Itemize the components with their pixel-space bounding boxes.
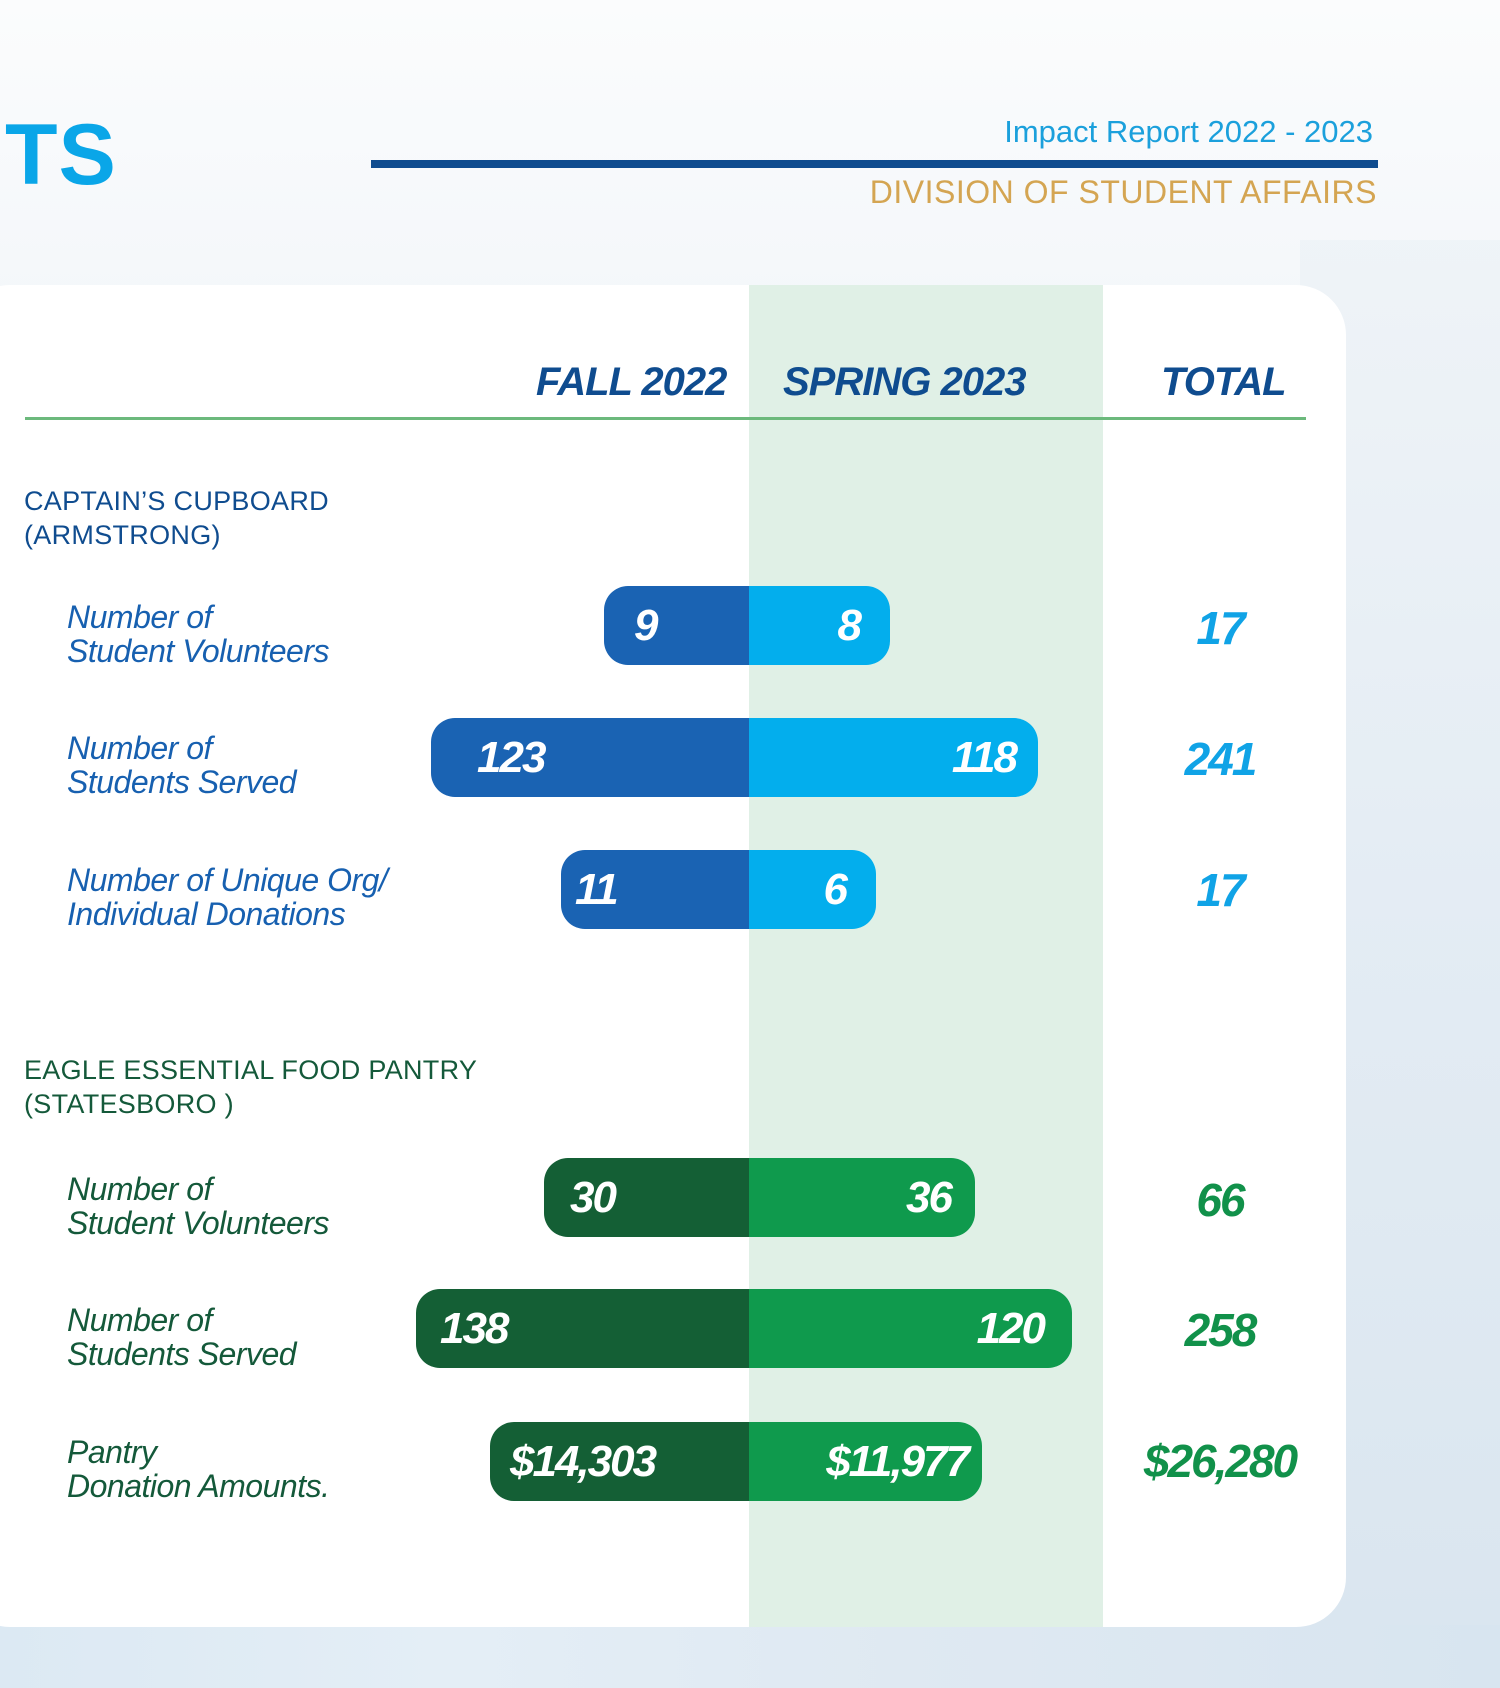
bar-fall: 9 [604, 586, 749, 665]
bar-value: $11,977 [826, 1436, 970, 1486]
spring-column-highlight [749, 285, 1103, 1627]
total-value: 66 [1196, 1174, 1245, 1226]
header-rule [25, 417, 1306, 420]
bar-spring: 8 [749, 586, 890, 665]
page-title-fragment: TS [5, 107, 117, 203]
section-title-line2: (STATESBORO ) [24, 1089, 234, 1119]
bar-value: 36 [906, 1172, 953, 1222]
bar-value: 8 [837, 600, 863, 650]
bar-fall: 123 [431, 718, 749, 797]
row-label: Number of Student Volunteers [67, 1171, 330, 1241]
row-label: Number of Students Served [67, 1302, 297, 1372]
bar-value: $14,303 [510, 1436, 657, 1486]
row-label-line1: Pantry [67, 1434, 157, 1470]
section-title-captains-cupboard: CAPTAIN’S CUPBOARD (ARMSTRONG) [24, 484, 329, 552]
section-title-eagle-essential: EAGLE ESSENTIAL FOOD PANTRY (STATESBORO … [24, 1053, 477, 1121]
total-value: 17 [1196, 864, 1245, 916]
header-divider [371, 160, 1378, 168]
column-header-total: TOTAL [1161, 360, 1287, 404]
section-title-line1: EAGLE ESSENTIAL FOOD PANTRY [24, 1055, 478, 1085]
row-label-line1: Number of Unique Org/ [67, 862, 388, 898]
bar-spring: 120 [749, 1289, 1072, 1368]
bar-spring: 36 [749, 1158, 975, 1237]
report-title: Impact Report 2022 - 2023 [1004, 114, 1373, 149]
column-header-spring: SPRING 2023 [783, 360, 1026, 404]
total-value: $26,280 [1143, 1435, 1298, 1487]
stats-card [0, 285, 1346, 1627]
bar-spring: 6 [749, 850, 876, 929]
bar-fall: 138 [416, 1289, 749, 1368]
row-label-line1: Number of [67, 1302, 212, 1338]
row-label: Number of Student Volunteers [67, 599, 330, 669]
row-label-line2: Individual Donations [67, 896, 346, 932]
bar-fall: 11 [561, 850, 749, 929]
bar-value: 30 [570, 1172, 617, 1222]
row-label: Number of Students Served [67, 730, 297, 800]
bar-value: 138 [440, 1303, 509, 1353]
total-value: 241 [1184, 733, 1258, 785]
bar-spring: 118 [749, 718, 1038, 797]
row-label-line2: Student Volunteers [67, 1205, 330, 1241]
bar-value: 118 [951, 732, 1018, 782]
division-name: DIVISION OF STUDENT AFFAIRS [869, 174, 1377, 210]
bar-fall: 30 [544, 1158, 749, 1237]
section-title-line1: CAPTAIN’S CUPBOARD [24, 486, 329, 516]
row-label: Number of Unique Org/ Individual Donatio… [67, 862, 388, 932]
bar-value: 123 [477, 732, 546, 782]
row-label-line2: Students Served [67, 764, 297, 800]
row-label-line1: Number of [67, 730, 212, 766]
section-title-line2: (ARMSTRONG) [24, 520, 221, 550]
column-header-fall: FALL 2022 [536, 360, 727, 404]
total-value: 17 [1196, 602, 1245, 654]
row-label-line2: Donation Amounts. [67, 1468, 330, 1504]
bar-spring: $11,977 [749, 1422, 982, 1501]
background-photo-bottom [0, 1625, 1500, 1688]
row-label-line2: Student Volunteers [67, 633, 330, 669]
bar-value: 11 [575, 864, 619, 914]
row-label: Pantry Donation Amounts. [67, 1434, 330, 1504]
row-label-line2: Students Served [67, 1336, 297, 1372]
bar-value: 6 [823, 864, 849, 914]
row-label-line1: Number of [67, 599, 212, 635]
bar-fall: $14,303 [490, 1422, 749, 1501]
bar-value: 9 [634, 600, 659, 650]
row-label-line1: Number of [67, 1171, 212, 1207]
bar-value: 120 [976, 1303, 1046, 1353]
total-value: 258 [1184, 1304, 1258, 1356]
